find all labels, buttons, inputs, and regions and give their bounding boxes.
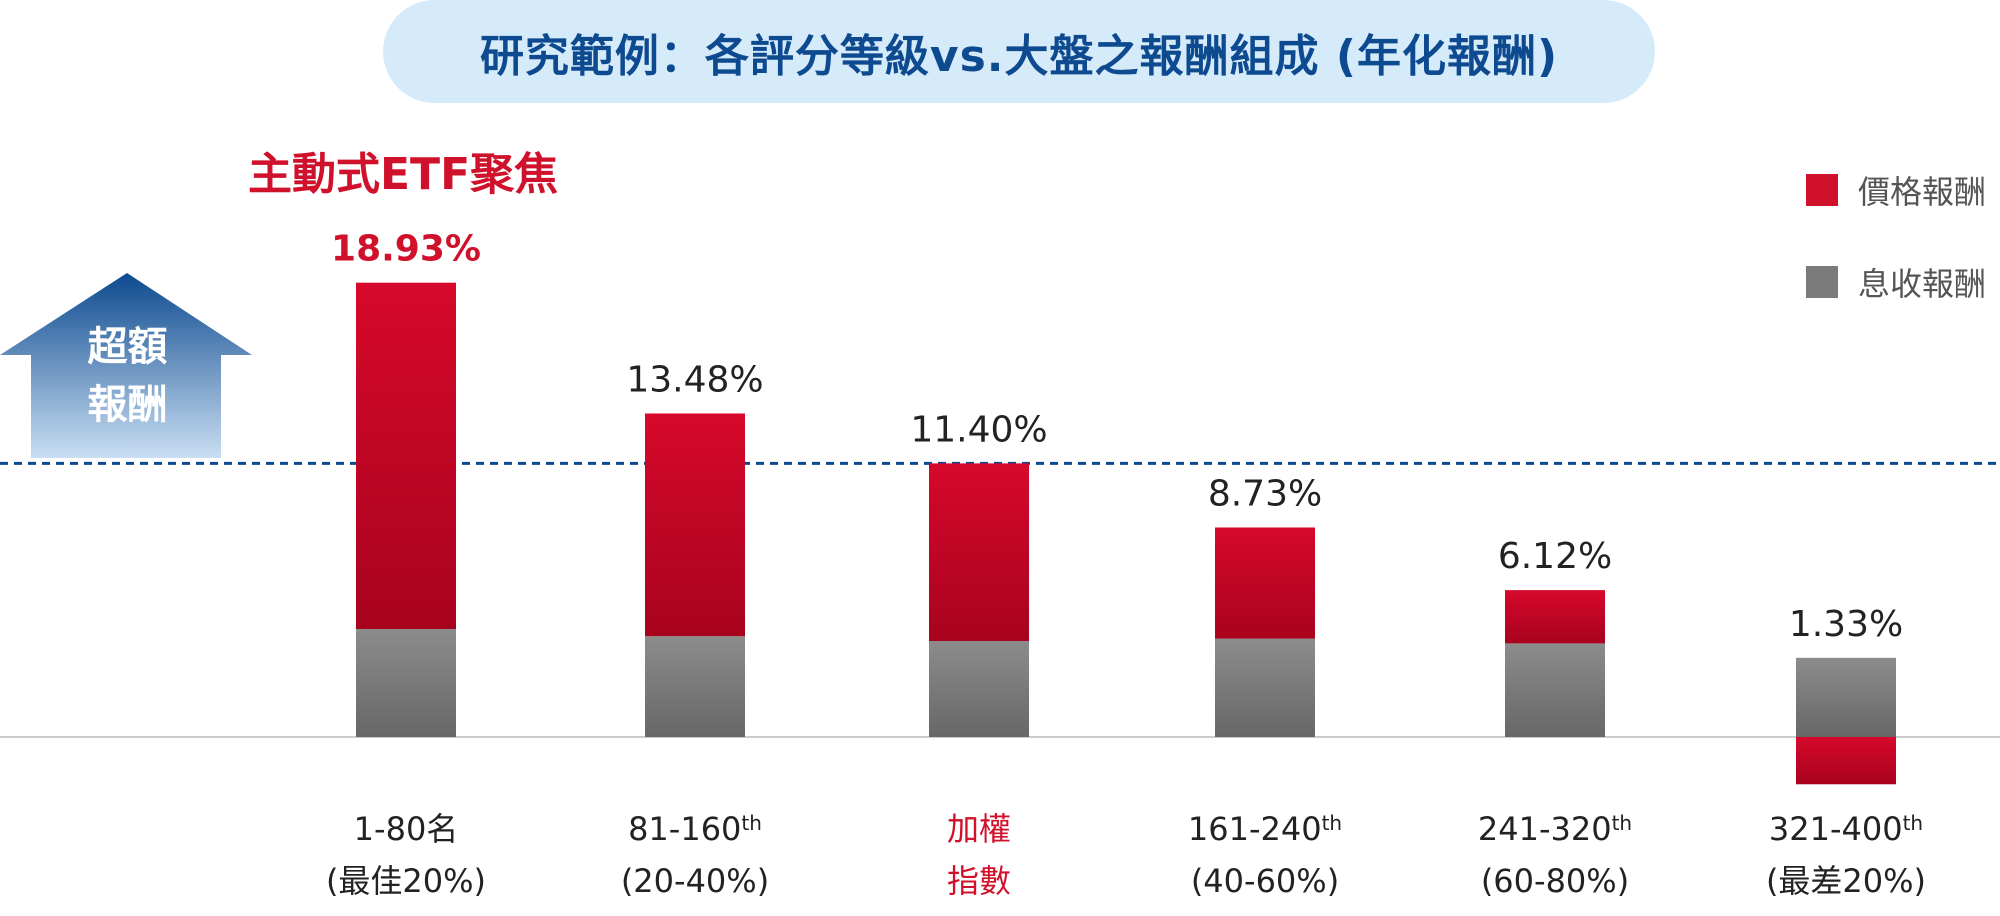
bar-dividend-4 <box>1505 643 1605 737</box>
bar-price-5 <box>1796 737 1896 785</box>
category-label-0-line-1: 1-80名 <box>354 810 459 848</box>
category-label-3-line-1: 161-240th <box>1188 810 1342 848</box>
excess-return-label-line-2: 報酬 <box>87 382 168 428</box>
category-superscript-3: th <box>1322 811 1343 835</box>
bar-total-label-4: 6.12% <box>1498 536 1612 577</box>
category-label-0-line-2: (最佳20%) <box>326 862 486 900</box>
bar-dividend-0 <box>356 629 456 737</box>
category-label-5-line-2: (最差20%) <box>1766 862 1926 900</box>
legend-item-dividend-return: 息收報酬 <box>1806 262 1987 303</box>
bar-total-label-2: 11.40% <box>910 409 1047 450</box>
category-label-5-line-1: 321-400th <box>1769 810 1923 848</box>
title-banner: 研究範例：各評分等級vs.大盤之報酬組成 (年化報酬) <box>383 0 1655 103</box>
legend-label-dividend: 息收報酬 <box>1858 265 1987 303</box>
legend: 價格報酬 息收報酬 <box>1806 170 1986 354</box>
chart-title: 研究範例：各評分等級vs.大盤之報酬組成 (年化報酬) <box>479 30 1559 82</box>
excess-return-label: 超額 報酬 <box>60 318 195 434</box>
category-label-2-line-2: 指數 <box>947 862 1011 900</box>
category-superscript-5: th <box>1903 811 1924 835</box>
bar-dividend-5 <box>1796 657 1896 737</box>
bar-total-label-3: 8.73% <box>1208 473 1322 514</box>
bar-price-2 <box>929 463 1029 641</box>
category-superscript-4: th <box>1612 811 1633 835</box>
category-superscript-1: th <box>741 811 762 835</box>
bar-total-label-0: 18.93% <box>331 229 481 270</box>
excess-return-label-line-1: 超額 <box>87 324 168 370</box>
category-label-4-line-2: (60-80%) <box>1481 862 1629 900</box>
focus-label: 主動式ETF聚焦 <box>248 149 559 200</box>
bar-total-label-5: 1.33% <box>1789 604 1903 645</box>
category-label-3-line-2: (40-60%) <box>1191 862 1339 900</box>
legend-item-price-return: 價格報酬 <box>1806 170 1987 211</box>
bar-price-1 <box>645 413 745 637</box>
category-label-2-line-1: 加權 <box>947 810 1011 848</box>
bar-dividend-1 <box>645 636 745 737</box>
bar-price-0 <box>356 282 456 629</box>
bar-price-4 <box>1505 590 1605 644</box>
bar-price-3 <box>1215 527 1315 639</box>
legend-swatch-dividend <box>1806 266 1838 298</box>
category-label-1-line-2: (20-40%) <box>621 862 769 900</box>
bar-dividend-2 <box>929 641 1029 737</box>
legend-label-price: 價格報酬 <box>1858 173 1987 211</box>
category-label-4-line-1: 241-320th <box>1478 810 1632 848</box>
bar-dividend-3 <box>1215 638 1315 737</box>
bar-total-label-1: 13.48% <box>626 359 763 400</box>
legend-swatch-price <box>1806 174 1838 206</box>
category-label-1-line-1: 81-160th <box>628 810 762 848</box>
excess-return-arrow <box>0 273 252 458</box>
